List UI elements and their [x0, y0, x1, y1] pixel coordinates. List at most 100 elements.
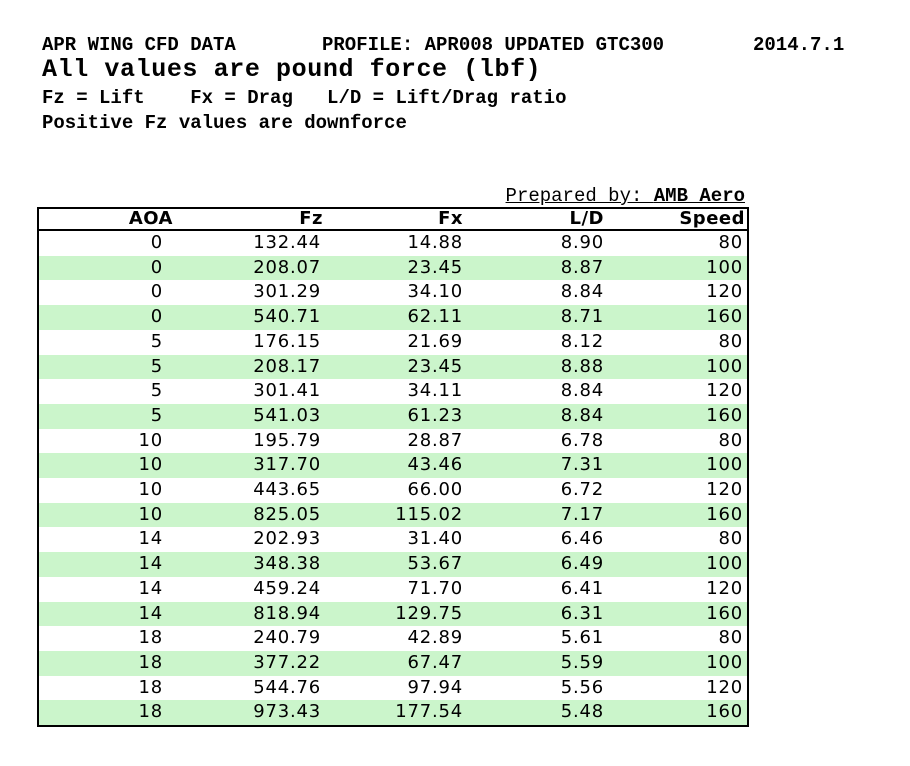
table-cell: 28.87 — [407, 429, 463, 451]
cfd-data-table: AOA Fz Fx L/D Speed 0 132.44 14.88 8.90 80 0 208.0… — [37, 207, 749, 728]
prepared-by: Prepared by: AMB Aero — [37, 187, 745, 206]
report-header: APR WING CFD DATA PROFILE: APR008 UPDATE… — [42, 36, 868, 156]
table-cell: 348.38 — [253, 553, 321, 575]
table-cell: 100 — [706, 355, 743, 377]
table-cell: 240.79 — [253, 627, 321, 649]
table-cell: 115.02 — [395, 503, 463, 525]
table-row: 10 195.79 28.87 6.78 80 — [38, 429, 748, 454]
table-cell: 43.46 — [407, 454, 463, 476]
table-cell: 10 — [138, 479, 163, 501]
table-cell: 160 — [706, 404, 743, 426]
table-row: 14 459.24 71.70 6.41 120 — [38, 577, 748, 602]
table-cell: 18 — [138, 627, 163, 649]
table-cell: 100 — [706, 454, 743, 476]
table-cell: 10 — [138, 454, 163, 476]
table-cell: 6.72 — [560, 479, 604, 501]
table-cell: 80 — [718, 528, 743, 550]
table-cell: 5.61 — [560, 627, 604, 649]
table-row: 0 132.44 14.88 8.90 80 — [38, 230, 748, 256]
table-cell: 8.71 — [560, 306, 604, 328]
prepared-by-label: Prepared by: — [505, 185, 654, 207]
table-row: 0 208.07 23.45 8.87 100 — [38, 255, 748, 281]
table-cell: 0 — [150, 256, 163, 278]
table-cell: 0 — [150, 232, 163, 253]
table-row: 10 825.05 115.02 7.17 160 — [38, 502, 748, 528]
prepared-by-value: AMB Aero — [653, 185, 745, 207]
table-cell: 160 — [706, 602, 743, 624]
table-cell: 8.84 — [560, 380, 604, 402]
table-cell: 120 — [706, 281, 743, 303]
table-cell: 80 — [718, 429, 743, 451]
table-cell: 6.46 — [560, 528, 604, 550]
table-cell: 317.70 — [253, 454, 321, 476]
table-cell: 42.89 — [407, 627, 463, 649]
table-cell: 132.44 — [253, 232, 321, 253]
table-cell: 10 — [138, 429, 163, 451]
table-cell: 100 — [706, 553, 743, 575]
table-cell: 160 — [706, 503, 743, 525]
table-cell: 7.17 — [560, 503, 604, 525]
table-cell: 8.12 — [560, 330, 604, 352]
table-cell: 160 — [706, 306, 743, 328]
table-cell: 208.17 — [253, 355, 321, 377]
table-row: 5 176.15 21.69 8.12 80 — [38, 330, 748, 355]
table-cell: 31.40 — [407, 528, 463, 550]
table-cell: 544.76 — [253, 676, 321, 698]
table-row: 0 301.29 34.10 8.84 120 — [38, 280, 748, 305]
table-cell: 6.41 — [560, 577, 604, 599]
table-row: 18 544.76 97.94 5.56 120 — [38, 676, 748, 701]
table-cell: 540.71 — [253, 306, 321, 328]
table-row: 18 377.22 67.47 5.59 100 — [38, 650, 748, 676]
table-cell: 120 — [706, 577, 743, 599]
table-cell: 100 — [706, 256, 743, 278]
table-cell: 8.84 — [560, 281, 604, 303]
table-row: 0 540.71 62.11 8.71 160 — [38, 305, 748, 330]
table-cell: 6.78 — [560, 429, 604, 451]
table-cell: 202.93 — [253, 528, 321, 550]
table-cell: 34.10 — [407, 281, 463, 303]
table-cell: 129.75 — [395, 602, 463, 624]
table-cell: 120 — [706, 676, 743, 698]
table-cell: 825.05 — [253, 503, 321, 525]
column-header-speed: Speed — [609, 208, 748, 231]
column-header-fz: Fz — [178, 208, 328, 231]
table-row: 10 317.70 43.46 7.31 100 — [38, 453, 748, 479]
table-row: 10 443.65 66.00 6.72 120 — [38, 478, 748, 503]
table-cell: 21.69 — [407, 330, 463, 352]
table-cell: 53.67 — [407, 553, 463, 575]
table-row: 5 301.41 34.11 8.84 120 — [38, 379, 748, 404]
table-cell: 61.23 — [407, 404, 463, 426]
table-cell: 459.24 — [253, 577, 321, 599]
table-header-row: AOA Fz Fx L/D Speed — [38, 208, 748, 231]
table-cell: 818.94 — [253, 602, 321, 624]
table-cell: 14 — [138, 602, 163, 624]
table-cell: 14 — [138, 528, 163, 550]
table-row: 18 973.43 177.54 5.48 160 — [38, 700, 748, 727]
table-cell: 7.31 — [560, 454, 604, 476]
table-cell: 80 — [718, 627, 743, 649]
table-cell: 5 — [150, 380, 163, 402]
table-cell: 14 — [138, 577, 163, 599]
table-cell: 208.07 — [253, 256, 321, 278]
table-cell: 5 — [150, 330, 163, 352]
table-cell: 443.65 — [253, 479, 321, 501]
table-cell: 176.15 — [253, 330, 321, 352]
table-cell: 10 — [138, 503, 163, 525]
report-date: 2014.7.1 — [753, 34, 845, 56]
table-cell: 23.45 — [407, 256, 463, 278]
table-cell: 120 — [706, 380, 743, 402]
report-title: APR WING CFD DATA — [42, 34, 236, 56]
table-cell: 8.90 — [560, 232, 604, 253]
table-cell: 80 — [718, 330, 743, 352]
table-cell: 177.54 — [395, 701, 463, 723]
table-cell: 67.47 — [407, 651, 463, 673]
table-cell: 8.88 — [560, 355, 604, 377]
table-cell: 66.00 — [407, 479, 463, 501]
table-cell: 18 — [138, 651, 163, 673]
table-cell: 5 — [150, 404, 163, 426]
table-cell: 100 — [706, 651, 743, 673]
table-cell: 5.59 — [560, 651, 604, 673]
downforce-note: Positive Fz values are downforce — [42, 112, 407, 134]
table-cell: 5.56 — [560, 676, 604, 698]
table-cell: 195.79 — [253, 429, 321, 451]
